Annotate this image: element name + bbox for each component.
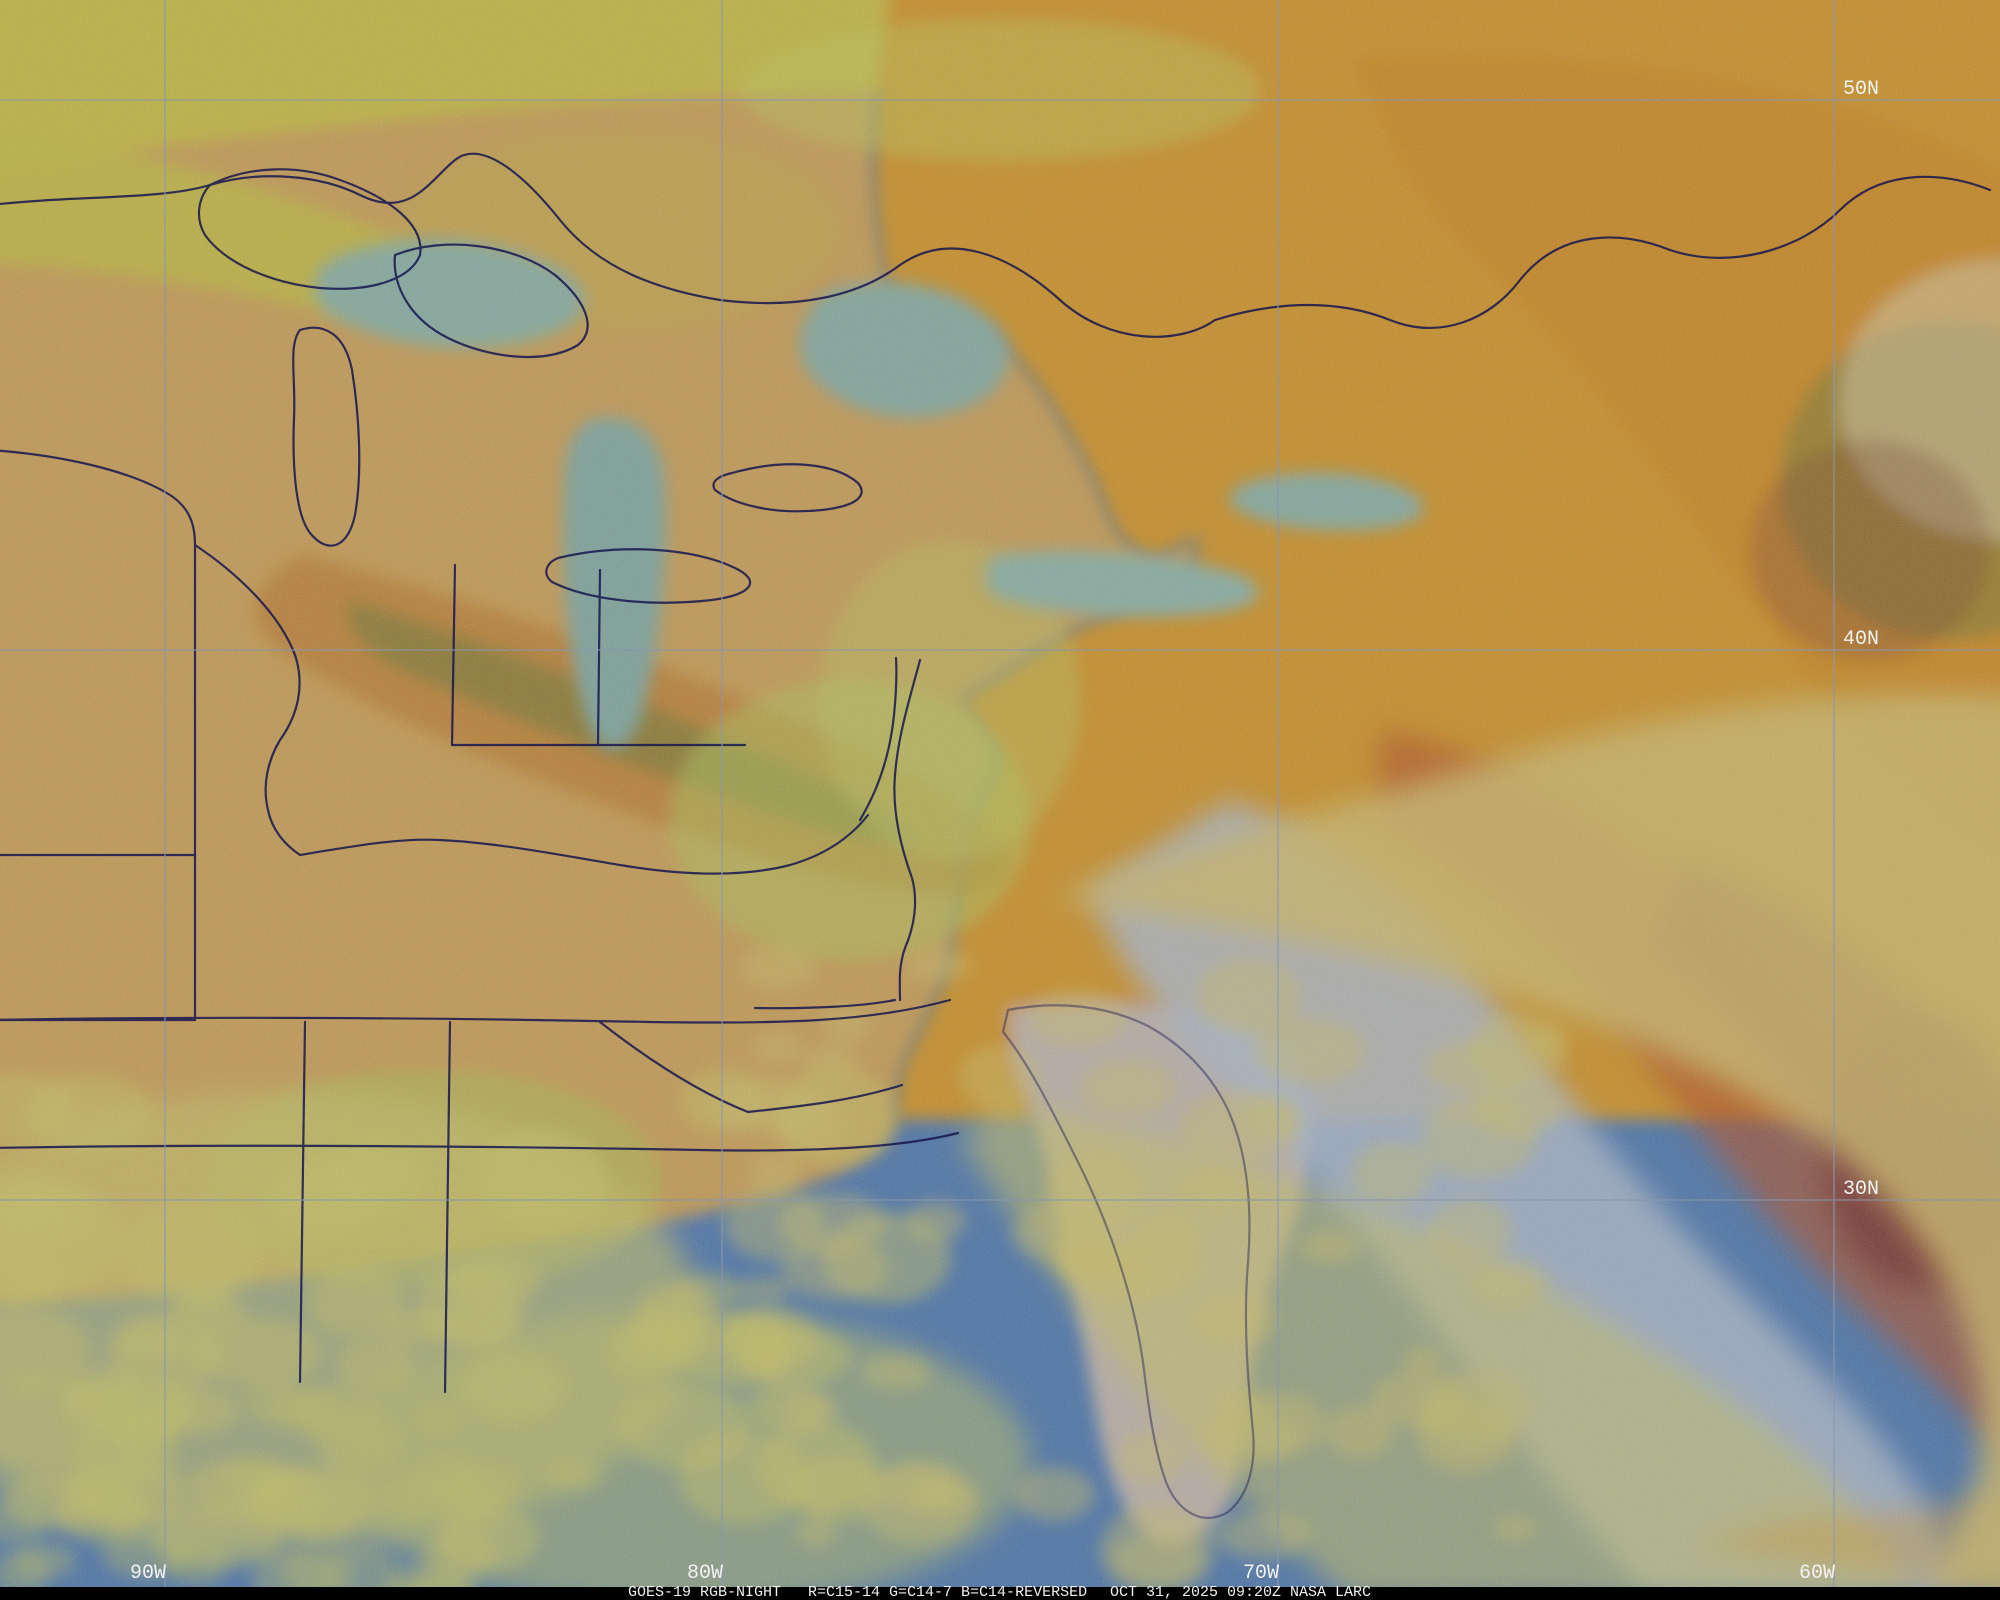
svg-text:80W: 80W (687, 1562, 723, 1585)
svg-text:40N: 40N (1843, 628, 1879, 651)
svg-text:30N: 30N (1843, 1178, 1879, 1201)
svg-text:60W: 60W (1799, 1562, 1835, 1585)
svg-text:90W: 90W (130, 1562, 166, 1585)
svg-text:70W: 70W (1243, 1562, 1279, 1585)
svg-text:50N: 50N (1843, 78, 1879, 101)
